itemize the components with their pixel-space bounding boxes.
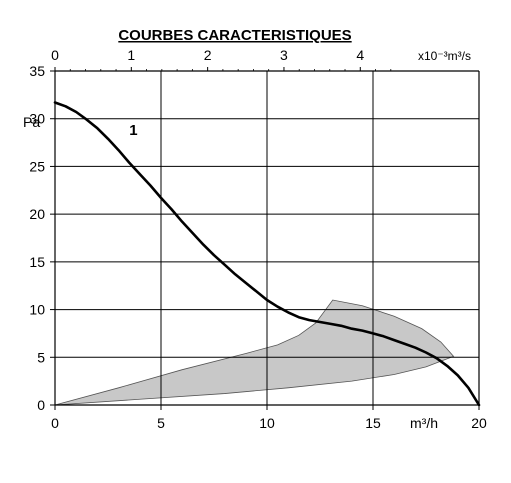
y-tick-label-2: 10 [29,302,45,318]
y-tick-label-0: 0 [37,397,45,413]
x-tick-label-4: 20 [471,415,487,431]
y-axis-label: Pa [23,114,40,130]
x-tick-label-3: 15 [365,415,381,431]
top-tick-label-3: 3 [280,47,288,63]
operating-zone [54,299,455,406]
y-tick-label-4: 20 [29,206,45,222]
operating-zone-layer [54,299,455,406]
y-tick-label-7: 35 [29,63,45,79]
y-tick-label-5: 25 [29,158,45,174]
chart-title: COURBES CARACTERISTIQUES [118,27,351,44]
y-tick-label-3: 15 [29,254,45,270]
x-tick-label-2: 10 [259,415,275,431]
y-tick-label-6: 30 [29,111,45,127]
y-tick-label-1: 5 [37,349,45,365]
curve-1 [53,101,481,407]
top-tick-label-4: 4 [356,47,364,63]
top-tick-label-1: 1 [127,47,135,63]
top-tick-label-0: 0 [51,47,59,63]
grid-layer [55,71,479,405]
x-tick-label-0: 0 [51,415,59,431]
x-axis-label: m³/h [410,415,438,431]
x-tick-label-1: 5 [157,415,165,431]
axis-layer: 0 5 10 15 20 25 30 35 0 5 10 15 20 0 1 2 3 4 [29,47,487,431]
top-axis-label: x10⁻³m³/s [418,49,471,63]
series-layer: 1 [53,101,481,407]
curve-label-1: 1 [129,122,137,139]
top-tick-label-2: 2 [204,47,212,63]
